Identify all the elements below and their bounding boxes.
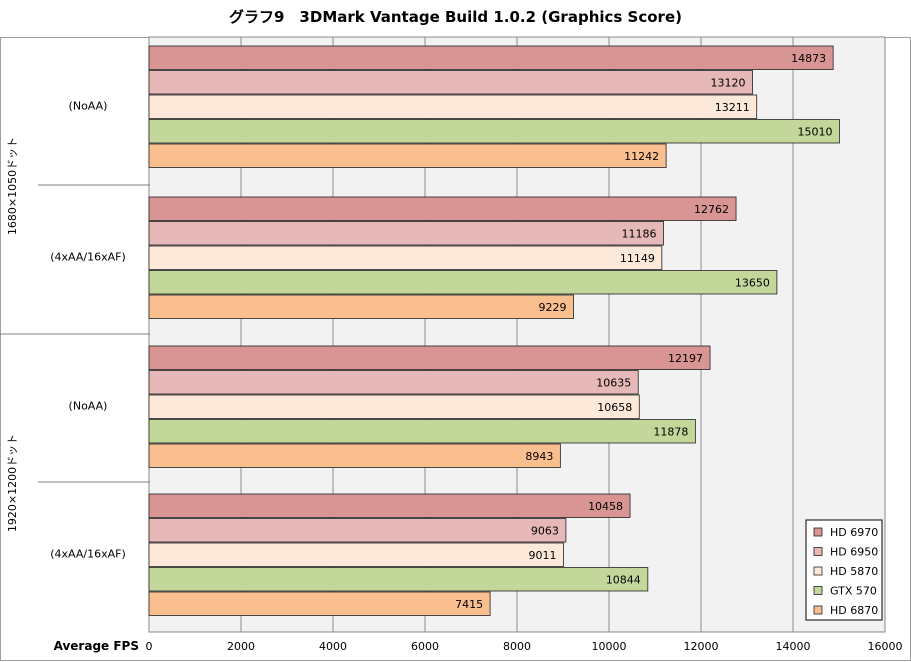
bar [148, 45, 834, 70]
bar [148, 370, 639, 395]
bar [148, 394, 640, 419]
bar [148, 294, 574, 319]
category-label: (4xAA/16xAF) [50, 547, 126, 560]
bar [148, 70, 753, 95]
category-label: (NoAA) [69, 99, 108, 112]
x-tick-label: 6000 [411, 640, 439, 653]
legend-swatch [813, 566, 823, 576]
x-tick-label: 8000 [503, 640, 531, 653]
bar [148, 419, 696, 444]
bar-value-label: 13650 [735, 276, 770, 289]
bar-value-label: 10458 [588, 500, 623, 513]
bar [148, 443, 561, 468]
bar-value-label: 15010 [797, 125, 832, 138]
bar [148, 591, 491, 616]
legend-label: GTX 570 [830, 585, 877, 598]
bar-value-label: 9011 [529, 549, 557, 562]
bar-value-label: 8943 [525, 450, 553, 463]
bar-value-label: 9063 [531, 524, 559, 537]
bar [148, 221, 664, 246]
resolution-label: 1920×1200ドット [6, 434, 19, 532]
bar [148, 493, 631, 518]
x-tick-label: 16000 [868, 640, 903, 653]
legend-swatch [813, 547, 823, 556]
bar [148, 270, 778, 295]
bar [148, 567, 649, 592]
x-tick-label: 0 [146, 640, 153, 653]
bar-value-label: 7415 [455, 598, 483, 611]
bar-value-label: 9229 [539, 301, 567, 314]
bar-value-label: 11149 [620, 252, 655, 265]
legend-label: HD 6970 [830, 526, 878, 539]
x-tick-label: 10000 [592, 640, 627, 653]
bar-value-label: 10635 [596, 376, 631, 389]
bar-value-label: 12762 [694, 203, 729, 216]
bar [148, 245, 663, 270]
legend-label: HD 6870 [830, 604, 878, 617]
bar [148, 345, 711, 370]
bar-value-label: 11878 [653, 425, 688, 438]
bar-value-label: 12197 [668, 352, 703, 365]
bar-value-label: 10658 [597, 401, 632, 414]
bar [148, 143, 667, 168]
bar [148, 542, 564, 567]
legend-label: HD 5870 [830, 565, 878, 578]
bar [148, 119, 840, 144]
bar-value-label: 13120 [711, 76, 746, 89]
bar-value-label: 13211 [715, 101, 750, 114]
x-axis-title: Average FPS [54, 639, 139, 653]
legend-swatch [813, 605, 823, 615]
category-label: (4xAA/16xAF) [50, 250, 126, 263]
bar [148, 94, 758, 119]
legend-label: HD 6950 [830, 546, 878, 559]
x-tick-label: 4000 [319, 640, 347, 653]
chart-title: グラフ9 3DMark Vantage Build 1.0.2 (Graphic… [229, 8, 682, 26]
category-label: (NoAA) [69, 399, 108, 412]
bar-value-label: 10844 [606, 573, 641, 586]
legend-swatch [813, 586, 823, 595]
bar-value-label: 14873 [791, 52, 826, 65]
x-tick-label: 2000 [227, 640, 255, 653]
x-tick-label: 12000 [684, 640, 719, 653]
bar [148, 196, 737, 221]
bar-value-label: 11242 [624, 150, 659, 163]
legend-swatch [813, 527, 823, 537]
x-tick-label: 14000 [776, 640, 811, 653]
resolution-label: 1680×1050ドット [6, 137, 19, 235]
bar [148, 518, 567, 543]
bar-value-label: 11186 [622, 227, 657, 240]
